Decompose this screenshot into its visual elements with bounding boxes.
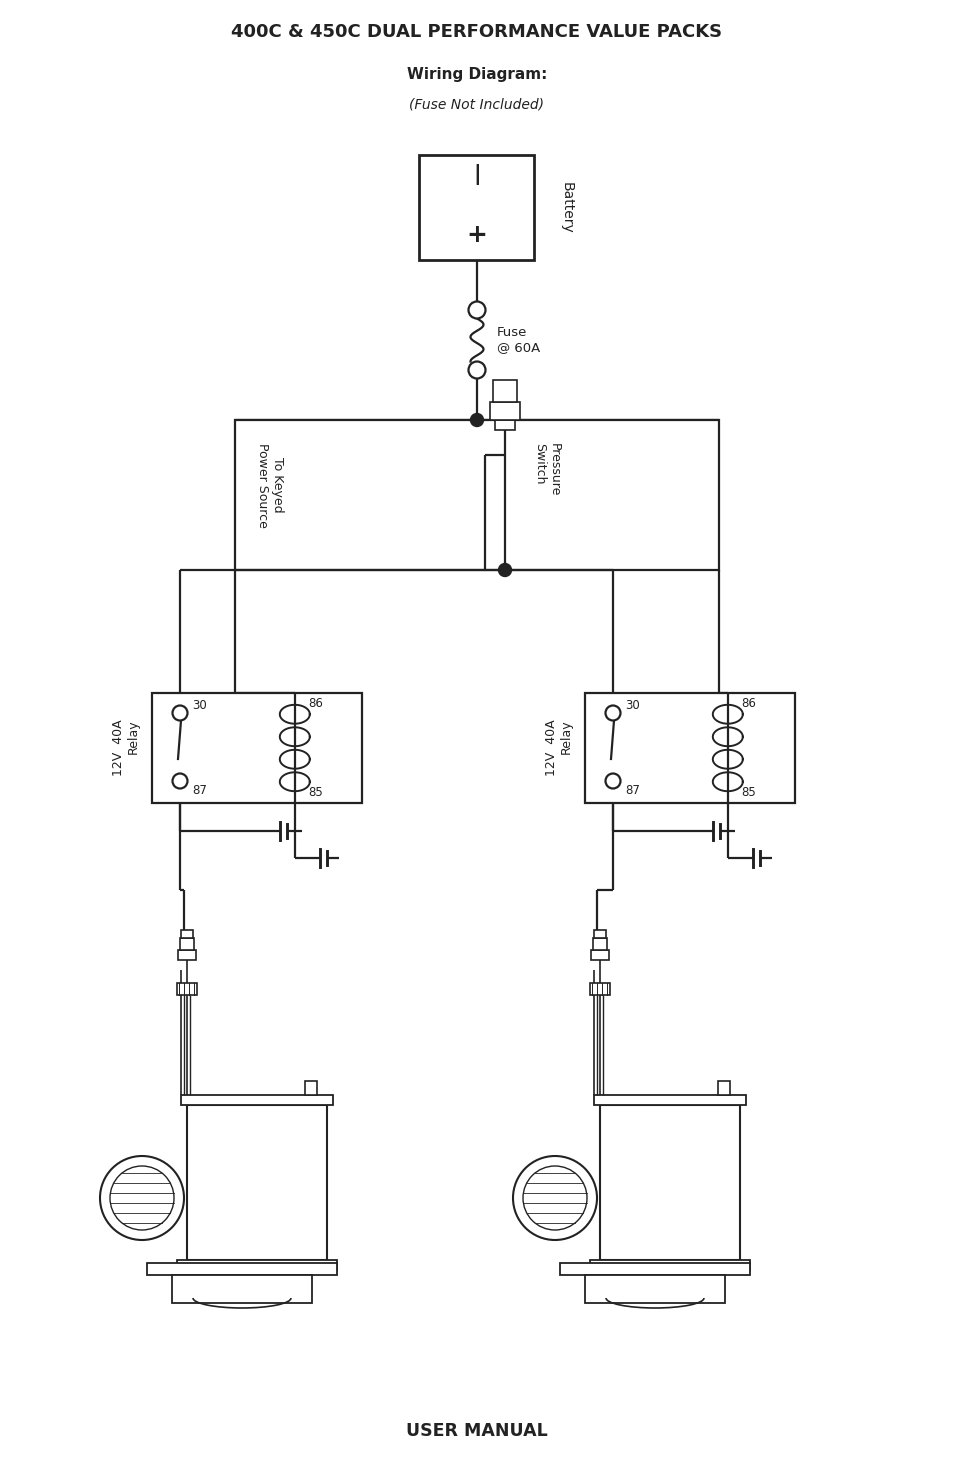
Circle shape xyxy=(172,705,188,720)
Bar xyxy=(594,1094,745,1105)
Bar xyxy=(177,1260,336,1270)
Bar xyxy=(599,1105,740,1260)
Circle shape xyxy=(605,773,619,789)
Bar xyxy=(234,420,719,569)
Circle shape xyxy=(605,705,619,720)
Text: 87: 87 xyxy=(192,785,207,796)
Text: 85: 85 xyxy=(308,786,322,799)
Bar xyxy=(495,420,515,431)
Bar xyxy=(584,693,794,802)
Bar xyxy=(177,982,196,996)
Circle shape xyxy=(110,1167,173,1230)
Bar xyxy=(181,931,193,938)
Bar xyxy=(589,1260,749,1270)
Text: 12V  40A
Relay: 12V 40A Relay xyxy=(544,720,573,776)
Circle shape xyxy=(468,301,485,319)
Text: 86: 86 xyxy=(740,698,755,709)
Text: USER MANUAL: USER MANUAL xyxy=(406,1422,547,1440)
Text: (Fuse Not Included): (Fuse Not Included) xyxy=(409,97,544,112)
Bar xyxy=(178,950,195,960)
Bar xyxy=(152,693,361,802)
Text: 85: 85 xyxy=(740,786,755,799)
Text: 30: 30 xyxy=(192,699,207,712)
Bar xyxy=(584,1274,724,1302)
Bar xyxy=(590,950,608,960)
Bar xyxy=(187,1105,327,1260)
Text: Battery: Battery xyxy=(558,181,573,233)
Bar xyxy=(718,1081,729,1094)
Text: 87: 87 xyxy=(624,785,639,796)
Circle shape xyxy=(470,413,483,426)
Bar xyxy=(180,938,193,950)
Bar xyxy=(419,155,534,260)
Circle shape xyxy=(498,563,511,577)
Bar xyxy=(172,1274,312,1302)
Text: 12V  40A
Relay: 12V 40A Relay xyxy=(112,720,140,776)
Text: To Keyed
Power Source: To Keyed Power Source xyxy=(255,442,284,528)
Bar xyxy=(147,1263,336,1274)
Circle shape xyxy=(172,773,188,789)
Text: 86: 86 xyxy=(308,698,322,709)
Circle shape xyxy=(513,1156,597,1240)
Circle shape xyxy=(522,1167,586,1230)
Bar xyxy=(181,1094,333,1105)
Text: |: | xyxy=(473,165,480,186)
Text: 30: 30 xyxy=(624,699,639,712)
Bar xyxy=(594,931,605,938)
Text: 400C & 450C DUAL PERFORMANCE VALUE PACKS: 400C & 450C DUAL PERFORMANCE VALUE PACKS xyxy=(232,24,721,41)
Bar xyxy=(559,1263,749,1274)
Bar xyxy=(490,403,519,420)
Bar xyxy=(589,982,609,996)
Circle shape xyxy=(468,361,485,379)
Text: +: + xyxy=(466,223,487,246)
Text: Wiring Diagram:: Wiring Diagram: xyxy=(406,66,547,83)
Bar xyxy=(305,1081,316,1094)
Text: Pressure
Switch: Pressure Switch xyxy=(533,444,560,497)
Bar xyxy=(493,381,517,403)
Text: Fuse
@ 60A: Fuse @ 60A xyxy=(497,326,539,354)
Bar xyxy=(593,938,606,950)
Circle shape xyxy=(100,1156,184,1240)
